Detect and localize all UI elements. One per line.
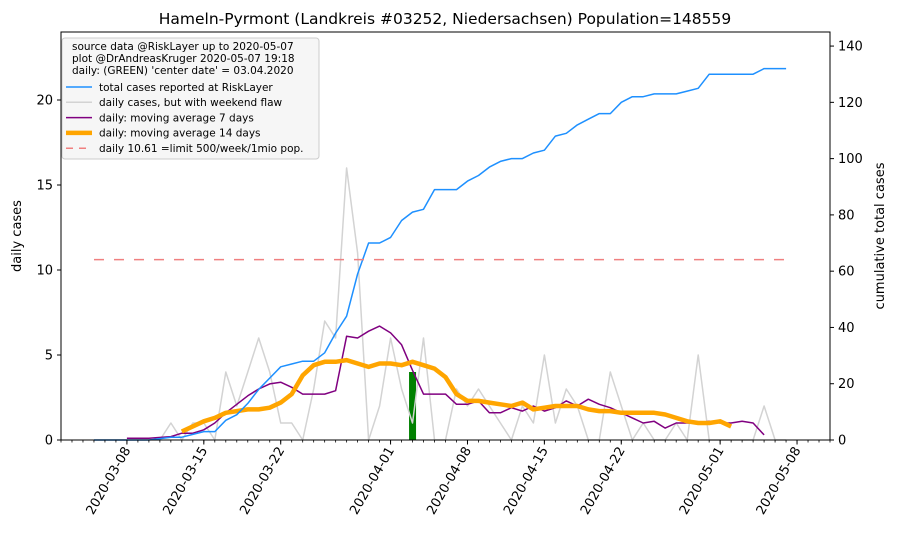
right-tick-label: 20 [838, 377, 855, 392]
x-tick-label: 2020-04-15 [501, 445, 552, 518]
left-tick-label: 0 [45, 434, 53, 449]
x-tick-label: 2020-05-01 [677, 445, 728, 518]
series-line-3 [126, 325, 765, 440]
left-tick-label: 15 [36, 179, 53, 194]
legend-entry-label: daily: moving average 14 days [99, 128, 261, 140]
left-tick-label: 5 [45, 349, 53, 364]
x-tick-label: 2020-03-15 [161, 445, 212, 518]
legend-entry-label: daily: moving average 7 days [99, 112, 254, 124]
left-tick-label: 20 [36, 94, 53, 109]
legend-entry-label: total cases reported at RiskLayer [99, 82, 273, 94]
x-tick-label: 2020-04-22 [578, 445, 629, 518]
legend-header-line: source data @RiskLayer up to 2020-05-07 [72, 41, 294, 53]
right-tick-label: 120 [838, 96, 863, 111]
right-tick-label: 100 [838, 152, 863, 167]
left-axis-label: daily cases [10, 200, 25, 272]
x-tick-label: 2020-03-22 [237, 445, 288, 518]
right-tick-label: 140 [838, 40, 863, 55]
right-tick-label: 60 [838, 265, 855, 280]
x-tick-label: 2020-04-01 [347, 445, 398, 518]
right-y-axis: 0 20 40 60 80 100 120 140 [830, 40, 863, 449]
center-date-bar [409, 372, 417, 440]
series-line-1 [94, 67, 787, 441]
legend-entry-label: daily 10.61 =limit 500/week/1mio pop. [99, 143, 304, 155]
legend-entry-label: daily cases, but with weekend flaw [99, 97, 283, 109]
legend-header-line: plot @DrAndreasKruger 2020-05-07 19:18 [72, 53, 295, 65]
left-tick-label: 10 [36, 264, 53, 279]
series-line-2 [94, 167, 787, 441]
right-axis-label: cumulative total cases [873, 162, 888, 309]
legend: source data @RiskLayer up to 2020-05-07 … [61, 37, 320, 160]
right-tick-label: 80 [838, 208, 855, 223]
x-tick-label: 2020-04-08 [424, 445, 475, 518]
x-axis: 2020-03-08 2020-03-15 2020-03-22 2020-04-01… [60, 440, 831, 518]
left-y-axis: 0 5 10 15 20 [36, 94, 61, 449]
legend-header-line: daily: (GREEN) 'center date' = 03.04.202… [72, 65, 294, 77]
right-tick-label: 40 [838, 321, 855, 336]
x-tick-label: 2020-03-08 [84, 445, 135, 518]
right-tick-label: 0 [838, 434, 846, 449]
series-line-4 [180, 357, 733, 434]
chart-title: Hameln-Pyrmont (Landkreis #03252, Nieder… [159, 10, 732, 28]
legend-box [61, 37, 320, 160]
x-tick-label: 2020-05-08 [754, 445, 805, 518]
